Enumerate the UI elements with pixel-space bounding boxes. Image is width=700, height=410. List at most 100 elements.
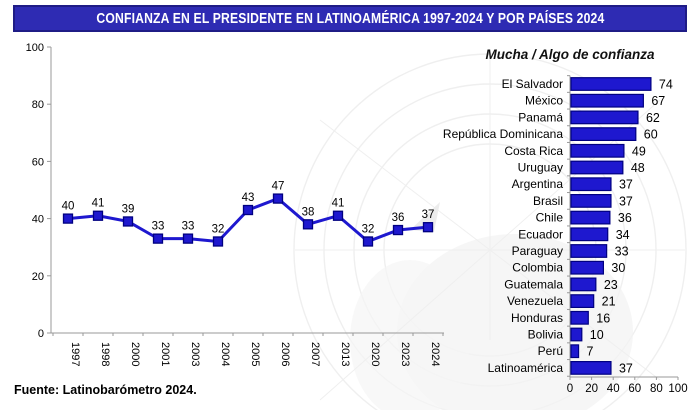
bar-category-label: Colombia [512, 261, 563, 275]
y-tick-label: 100 [26, 42, 44, 54]
bar-category-label: República Dominicana [443, 127, 563, 141]
x-tick-label: 1998 [99, 342, 111, 366]
bar-category-label: Chile [536, 211, 564, 225]
bar [570, 327, 583, 342]
data-point-marker [122, 216, 134, 227]
bar-category-label: Brasil [533, 194, 563, 208]
value-tick-label: 80 [650, 383, 663, 395]
data-point-marker [272, 193, 284, 204]
bar-category-label: Bolivia [528, 328, 564, 342]
bar [570, 227, 609, 242]
data-point-label: 40 [62, 201, 75, 213]
data-point-label: 33 [182, 221, 195, 233]
bar-value-label: 37 [619, 178, 633, 192]
bar-category-label: Honduras [511, 311, 563, 325]
bar-chart-title: Mucha / Algo de confianza [485, 47, 655, 62]
x-tick-label: 2007 [309, 342, 321, 366]
x-tick-label: 1997 [69, 342, 81, 366]
bar-value-label: 23 [604, 278, 618, 292]
bar-category-label: Venezuela [507, 294, 563, 308]
bar-value-label: 48 [631, 161, 645, 175]
data-point-label: 41 [332, 198, 345, 210]
line-chart: 0 20 40 60 80 100 1997 1998 2000 2001 2003 2004 2005… [26, 42, 444, 366]
page-title: CONFIANZA EN EL PRESIDENTE EN LATINOAMÉR… [95, 10, 605, 27]
y-tick-label: 80 [32, 99, 44, 111]
x-tick-label: 2000 [129, 342, 141, 366]
bar [570, 294, 595, 309]
bar-category-label: Perú [538, 344, 563, 358]
bar [570, 244, 608, 258]
bar-value-label: 30 [611, 261, 625, 275]
x-tick-label: 2020 [369, 342, 381, 366]
x-tick-label: 2005 [249, 342, 261, 366]
bar [570, 260, 605, 275]
y-tick-label: 20 [32, 271, 44, 283]
y-tick-label: 40 [32, 214, 44, 226]
bar-value-label: 49 [632, 144, 646, 158]
data-point-marker [62, 213, 74, 224]
data-point-label: 32 [212, 223, 225, 235]
x-tick-label: 2023 [399, 342, 411, 366]
value-tick-label: 0 [567, 383, 573, 395]
bar-chart: 0 20 40 60 80 100 El Salvador 74 México 67 Panamá 6… [443, 75, 688, 395]
data-point-marker [392, 224, 404, 236]
data-point-marker [422, 222, 434, 233]
bar [570, 160, 624, 175]
value-tick-label: 60 [628, 383, 641, 395]
x-tick-label: 2001 [159, 342, 171, 366]
bar-category-label: Ecuador [518, 227, 563, 241]
data-point-marker [242, 204, 254, 216]
bar [570, 110, 639, 125]
data-point-label: 36 [392, 212, 405, 224]
y-tick-label: 60 [32, 156, 44, 168]
bar [570, 194, 612, 208]
bar-value-label: 62 [646, 111, 660, 125]
bar [570, 277, 597, 292]
bar [570, 77, 652, 91]
watermark-circle [293, 53, 687, 410]
bar-value-label: 36 [618, 211, 632, 225]
bar-category-label: Paraguay [512, 244, 563, 258]
bar [570, 210, 611, 225]
bar [570, 361, 612, 375]
bar [570, 310, 589, 325]
data-point-marker [302, 219, 314, 230]
value-tick-label: 20 [585, 383, 598, 395]
data-point-label: 47 [272, 181, 285, 193]
x-tick-label: 2013 [339, 342, 351, 366]
bar-value-label: 37 [619, 194, 633, 208]
bar-category-label: México [525, 94, 563, 108]
title-bar: CONFIANZA EN EL PRESIDENTE EN LATINOAMÉR… [13, 5, 687, 32]
bar-value-label: 37 [619, 361, 633, 375]
data-point-marker [212, 236, 224, 247]
data-point-label: 41 [92, 198, 105, 210]
data-point-marker [182, 233, 194, 244]
data-point-label: 37 [422, 209, 435, 221]
bar-value-label: 10 [590, 328, 604, 342]
data-point-marker [362, 236, 374, 247]
x-tick-label: 2006 [279, 342, 291, 366]
data-point-label: 32 [362, 223, 375, 235]
value-tick-label: 40 [607, 383, 620, 395]
x-tick-label: 2004 [219, 342, 231, 366]
bar-category-label: Guatemala [504, 277, 563, 291]
bar-value-label: 67 [651, 94, 665, 108]
bar-value-label: 34 [616, 228, 630, 242]
data-point-marker [92, 210, 104, 221]
data-point-label: 43 [242, 192, 255, 204]
bar-value-label: 74 [659, 78, 673, 92]
bar-category-label: Costa Rica [504, 144, 563, 158]
bar [570, 93, 644, 108]
data-point-label: 33 [152, 221, 165, 233]
data-point-label: 39 [122, 203, 135, 215]
x-tick-label: 2024 [429, 342, 441, 366]
bar-value-label: 33 [615, 245, 629, 259]
source-note: Fuente: Latinobarómetro 2024. [14, 383, 197, 397]
bar-category-label: Uruguay [518, 161, 563, 175]
bar-category-label: Argentina [512, 177, 564, 191]
bar [570, 177, 612, 192]
x-tick-label: 2003 [189, 342, 201, 366]
data-point-marker [332, 210, 344, 221]
bar-value-label: 16 [596, 311, 610, 325]
